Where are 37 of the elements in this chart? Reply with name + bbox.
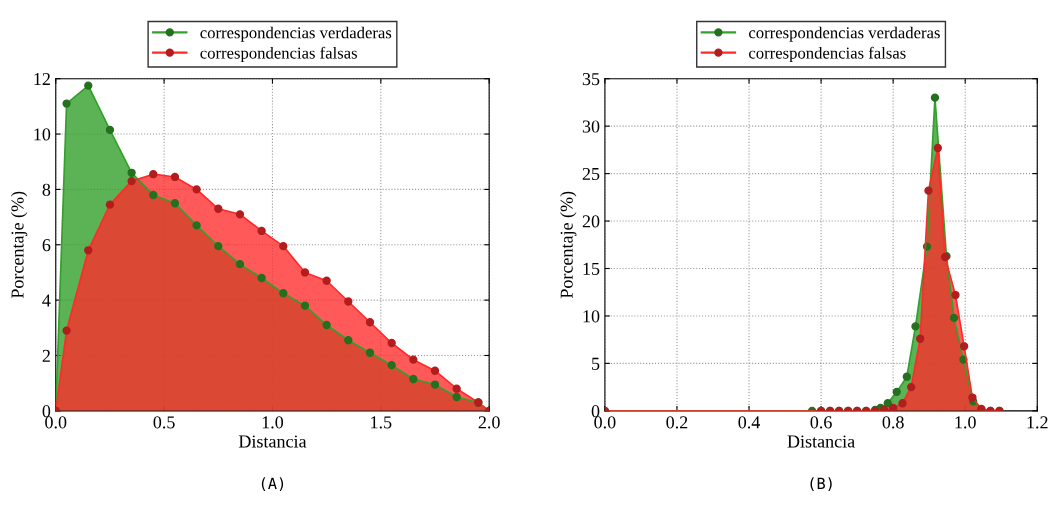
x-tick-label: 1.5: [371, 416, 392, 429]
legend-label: correspondencias verdaderas: [749, 26, 940, 42]
x-tick-label: 0.4: [738, 416, 761, 429]
y-tick-label: 5: [592, 357, 600, 370]
text: (A): [261, 477, 284, 491]
legend-label: correspondencias falsas: [749, 46, 906, 63]
y-tick-label: 2: [42, 349, 50, 362]
y-tick-label: 10: [34, 128, 51, 141]
x-tick-label: 1.2: [1027, 416, 1048, 429]
text: (B): [810, 477, 832, 491]
y-tick-label: 0: [42, 405, 51, 418]
y-tick-label: 25: [582, 167, 600, 181]
y-tick-label: 8: [42, 183, 51, 196]
x-axis-title: Distancia: [238, 435, 307, 448]
y-tick-label: 10: [583, 310, 600, 323]
y-tick-label: 15: [583, 262, 600, 275]
y-tick-label: 6: [42, 239, 51, 252]
y-axis-title: Porcentaje (%): [10, 191, 28, 299]
x-tick-label: 0.0: [594, 416, 616, 429]
x-tick-label: 0.0: [45, 416, 67, 429]
x-tick-label: 0.8: [882, 416, 904, 429]
x-tick-label: 0.2: [666, 416, 688, 429]
x-tick-label: 1.0: [955, 416, 976, 429]
x-tick-label: 0.6: [810, 416, 832, 429]
y-tick-label: 20: [582, 215, 600, 228]
x-tick-label: 2.0: [478, 416, 500, 429]
y-tick-label: 30: [582, 120, 600, 133]
legend-label: correspondencias verdaderas: [200, 26, 392, 42]
x-axis-title: Distancia: [787, 435, 855, 448]
y-axis-title: Porcentaje (%): [560, 191, 577, 299]
y-tick-label: 0: [591, 405, 600, 418]
x-tick-label: 1.0: [262, 416, 284, 429]
y-tick-label: 35: [582, 73, 600, 86]
y-tick-label: 12: [34, 73, 50, 85]
legend-label: correspondencias falsas: [200, 46, 357, 63]
y-tick-label: 4: [42, 294, 51, 307]
x-tick-label: 0.5: [153, 416, 175, 429]
